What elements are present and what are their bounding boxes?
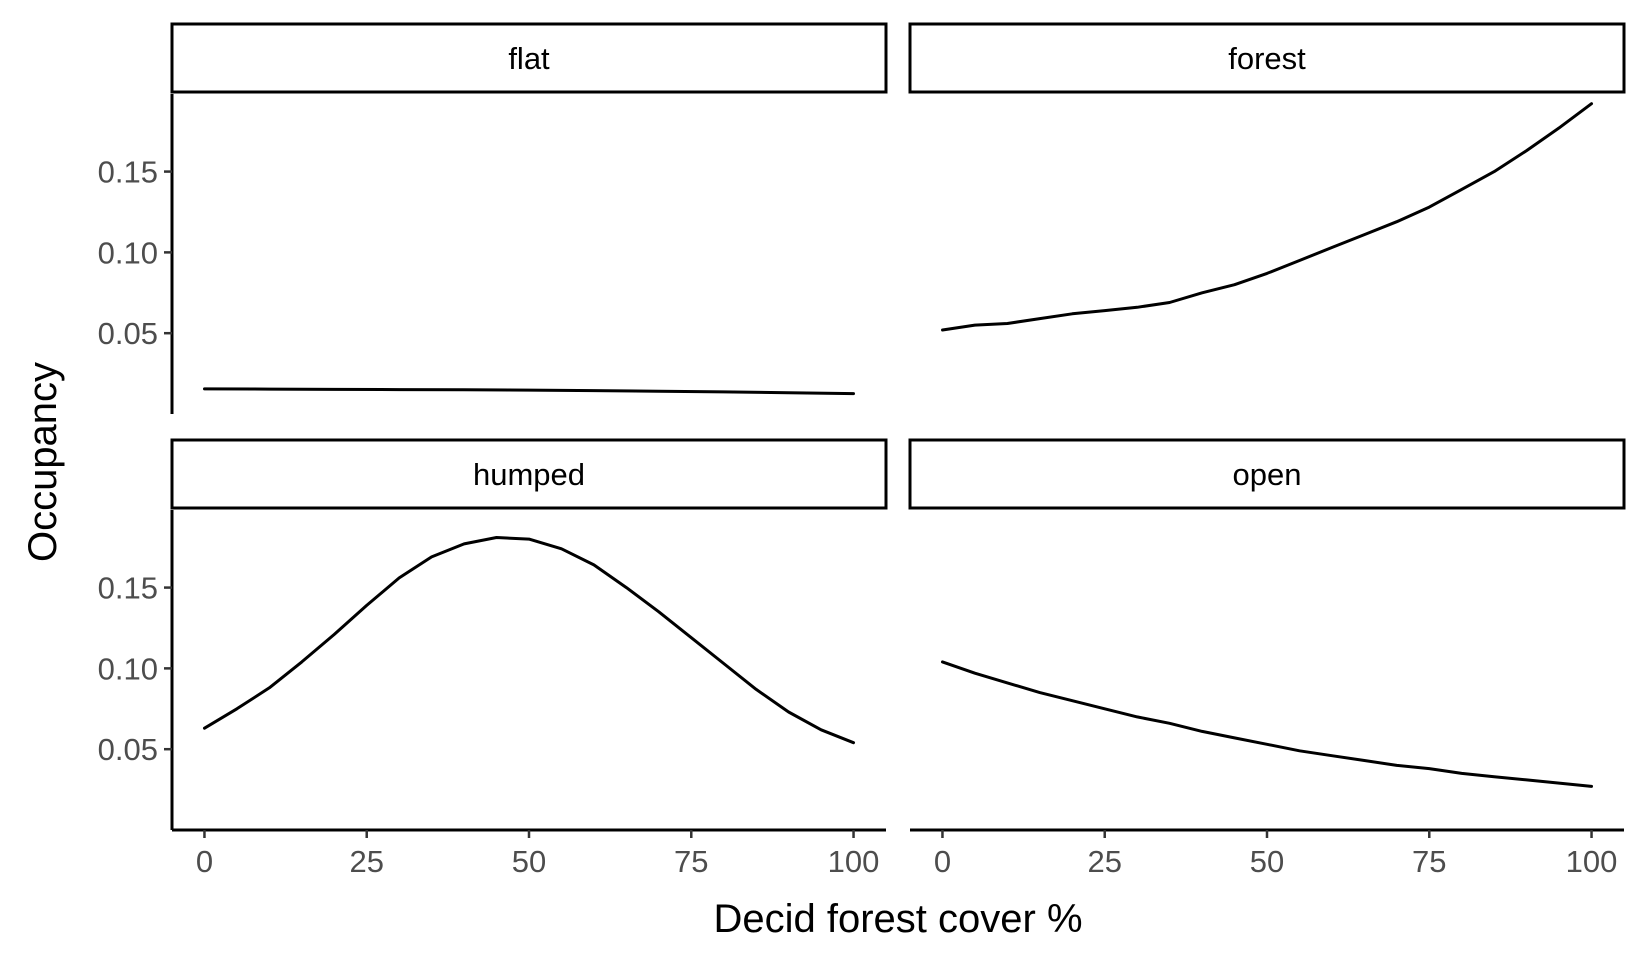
x-tick-label: 25	[349, 844, 383, 879]
y-tick-label: 0.15	[98, 571, 158, 606]
panel-open: open 0 25 50 75 100	[908, 438, 1626, 879]
series-line-humped	[203, 536, 855, 745]
x-tick-label: 50	[1250, 844, 1284, 879]
y-tick-label: 0.05	[98, 732, 158, 767]
panel-forest: forest	[908, 22, 1626, 332]
strip-label-humped: humped	[473, 457, 585, 492]
panel-humped: humped 0.05 0.10 0.15 0 25 50 75 100	[98, 438, 888, 879]
strip-box-forest	[908, 22, 1626, 94]
series-line-forest	[941, 102, 1593, 332]
strip-box-flat	[170, 22, 888, 94]
x-tick-label: 75	[674, 844, 708, 879]
x-tick-label: 100	[1566, 844, 1618, 879]
x-tick-label: 75	[1412, 844, 1446, 879]
x-tick-label: 0	[196, 844, 213, 879]
y-tick-label: 0.10	[98, 235, 158, 270]
x-axis-title: Decid forest cover %	[713, 897, 1082, 941]
y-tick-label: 0.15	[98, 155, 158, 190]
strip-box-open	[908, 438, 1626, 510]
series-line-flat	[203, 387, 855, 396]
y-tick-label: 0.10	[98, 651, 158, 686]
series-line-open	[941, 660, 1593, 788]
y-axis-title: Occupancy	[21, 362, 65, 562]
strip-label-forest: forest	[1228, 41, 1306, 76]
x-tick-label: 25	[1087, 844, 1121, 879]
x-tick-label: 0	[934, 844, 951, 879]
strip-label-flat: flat	[508, 41, 550, 76]
strip-label-open: open	[1233, 457, 1302, 492]
x-tick-label: 100	[828, 844, 880, 879]
panels-layer: flat 0.05 0.10 0.15 forest humped 0.05 0.10 0.15…	[98, 22, 1626, 879]
strip-box-humped	[170, 438, 888, 510]
y-tick-label: 0.05	[98, 316, 158, 351]
panel-flat: flat 0.05 0.10 0.15	[98, 22, 888, 414]
x-tick-label: 50	[512, 844, 546, 879]
